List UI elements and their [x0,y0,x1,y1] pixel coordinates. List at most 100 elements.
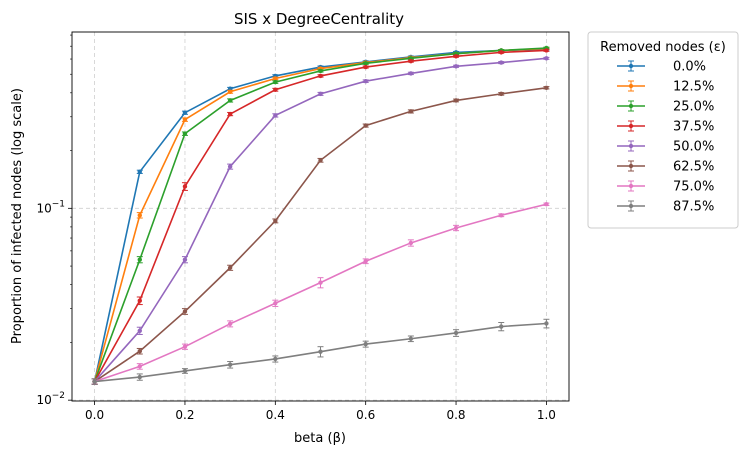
legend-label: 50.0% [673,140,714,155]
y-axis-label: Proportion of infected nodes (log scale) [10,88,25,344]
legend-entry: 25.0% [617,100,714,115]
data-point [363,64,368,70]
data-point [227,362,233,367]
plot-frame [71,31,570,402]
data-point [273,79,278,85]
data-point [408,336,414,341]
data-point [318,280,323,285]
data-point [408,58,414,64]
data-point [318,91,323,97]
data-point [182,110,188,115]
legend-entry: 12.5% [617,80,714,95]
data-point [544,56,549,61]
data-point [318,73,323,79]
series-layer [91,45,550,385]
data-point [363,341,368,347]
x-tick-label: 0.4 [266,408,285,422]
legend-marker [628,163,634,169]
legend-entry: 87.5% [617,200,714,215]
data-point [453,64,459,69]
data-point [137,374,142,380]
data-point [273,113,278,118]
legend-marker [628,63,634,69]
data-point [137,298,142,303]
data-point [227,86,233,91]
data-point [273,87,278,92]
legend-marker [628,203,634,209]
data-point [544,85,549,90]
data-point [408,71,414,76]
legend-label: 62.5% [673,160,714,175]
data-point [137,348,142,354]
x-tick-label: 0.2 [175,408,194,422]
data-point [408,109,414,114]
legend-marker [628,103,634,109]
x-tick-label: 1.0 [537,408,556,422]
data-point [137,364,142,369]
series-25.0% [91,45,550,385]
data-point [182,117,188,122]
legend-label: 0.0% [673,60,706,75]
data-point [227,98,233,103]
y-tick-label: 10−2 [36,391,65,407]
data-point [318,349,323,354]
series-line [94,86,547,383]
data-point [363,123,368,128]
legend-entry: 75.0% [617,180,714,195]
data-point [137,213,142,218]
y-axis-ticks: 10−2 10−1 [36,34,72,407]
legend-label: 75.0% [673,180,714,195]
x-tick-label: 0.6 [356,408,375,422]
data-point [182,131,188,136]
data-point [273,301,278,306]
series-87.5% [91,318,550,385]
legend-entry: 62.5% [617,160,714,175]
series-line [93,57,547,383]
data-point [273,356,278,362]
data-point [363,61,368,66]
data-point [499,213,504,218]
data-point [499,91,504,97]
data-point [137,328,142,333]
x-tick-label: 0.8 [446,408,465,422]
data-point [227,89,233,94]
data-point [137,169,142,175]
x-tick-label: 0.0 [85,408,104,422]
legend-entries: 0.0% 12.5% 25.0% 37.5% 50.0% 62.5% 75.0% 87.5% [617,60,714,215]
legend-label: 12.5% [673,80,714,95]
data-point [544,202,549,207]
legend-label: 37.5% [673,120,714,135]
data-point [408,240,414,246]
x-axis-ticks: 0.0 0.2 0.4 0.6 0.8 1.0 [85,401,556,422]
data-point [273,218,278,224]
data-point [182,309,188,314]
data-point [318,68,323,74]
legend-entry: 37.5% [617,120,714,135]
data-point [92,379,97,384]
legend-marker [628,83,634,89]
data-point [182,184,188,189]
data-point [318,158,323,163]
data-point [499,60,504,65]
data-point [227,265,233,270]
data-point [227,164,233,169]
legend-title: Removed nodes (ε) [600,40,726,55]
data-point [182,368,188,374]
data-point [363,259,368,264]
legend-marker [628,143,634,149]
data-point [544,48,549,53]
data-point [227,321,233,327]
data-point [137,257,142,262]
legend-entry: 50.0% [617,140,714,155]
data-point [273,76,278,81]
chart-title: SIS x DegreeCentrality [234,10,404,28]
legend-marker [628,123,634,129]
series-62.5% [91,85,550,385]
grid [72,32,569,401]
data-point [363,78,368,84]
legend-label: 87.5% [673,200,714,215]
legend: Removed nodes (ε) 0.0% 12.5% 25.0% 37.5% 50.… [587,31,739,229]
data-point [227,111,233,117]
legend-marker [628,183,634,189]
